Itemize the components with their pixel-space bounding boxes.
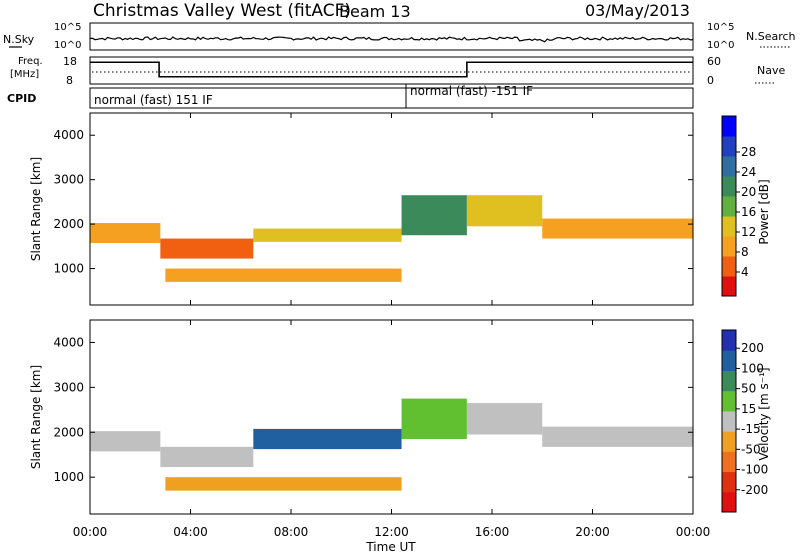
x-tick-label: 00:00 bbox=[676, 525, 711, 539]
power-colorbar-swatch bbox=[722, 136, 736, 157]
beam-title: Beam 13 bbox=[339, 2, 411, 21]
vel-colorbar-swatch bbox=[722, 471, 736, 493]
vel-colorbar-swatch bbox=[722, 491, 736, 513]
vel-colorbar-tick-label: -200 bbox=[741, 483, 768, 497]
power-ytick-label: 2000 bbox=[53, 217, 84, 231]
nave-tick-bottom: 0 bbox=[707, 74, 714, 87]
power-colorbar-swatch bbox=[722, 216, 736, 237]
power-colorbar-tick-label: 24 bbox=[741, 165, 756, 179]
nave-tick-top: 60 bbox=[707, 55, 721, 68]
nsearch-label: N.Search bbox=[746, 30, 796, 43]
power-band-2 bbox=[253, 228, 402, 242]
power-colorbar-tick-label: 20 bbox=[741, 185, 756, 199]
cpid-panel: CPID normal (fast) 151 IF normal (fast) … bbox=[7, 84, 694, 109]
power-heatmap-panel: 1000 2000 3000 4000 Slant Range [km] bbox=[29, 112, 694, 306]
nave-label: Nave bbox=[757, 64, 785, 77]
power-ytick-label: 3000 bbox=[53, 173, 84, 187]
power-colorbar: 4 8 12 16 20 24 28 Power [dB] bbox=[721, 115, 771, 297]
vel-ytick-label: 1000 bbox=[53, 470, 84, 484]
nsearch-tick-top: 10^5 bbox=[707, 22, 734, 33]
cpid-segment-2: normal (fast) -151 IF bbox=[410, 84, 533, 98]
power-colorbar-swatch bbox=[722, 276, 736, 297]
x-axis-label: Time UT bbox=[365, 540, 416, 554]
vel-colorbar-swatch bbox=[722, 431, 736, 452]
x-tick-label: 20:00 bbox=[575, 525, 610, 539]
x-tick-label: 04:00 bbox=[173, 525, 208, 539]
vel-colorbar-tick-label: 50 bbox=[741, 382, 756, 396]
power-colorbar-tick-label: 16 bbox=[741, 205, 756, 219]
vel-colorbar-tick-label: 200 bbox=[741, 341, 764, 355]
cpid-segment-1: normal (fast) 151 IF bbox=[94, 93, 213, 107]
power-colorbar-tick-label: 28 bbox=[741, 145, 756, 159]
vel-band-1 bbox=[160, 446, 254, 468]
vel-band-6 bbox=[542, 426, 693, 447]
power-band-1 bbox=[160, 238, 254, 259]
freq-tick-top: 18 bbox=[63, 55, 77, 68]
station-title: Christmas Valley West (fitACF) bbox=[93, 1, 351, 21]
freq-label-2: [MHz] bbox=[10, 69, 39, 80]
nsearch-tick-bottom: 10^0 bbox=[707, 40, 734, 51]
velocity-colorbar-label: Velocity [m s⁻¹] bbox=[757, 367, 771, 460]
power-band-4 bbox=[401, 195, 467, 236]
power-ylabel: Slant Range [km] bbox=[29, 157, 43, 261]
vel-ytick-label: 2000 bbox=[53, 425, 84, 439]
cpid-label: CPID bbox=[7, 92, 36, 105]
vel-colorbar-tick-label: 15 bbox=[741, 402, 756, 416]
vel-ytick-label: 4000 bbox=[53, 335, 84, 349]
power-colorbar-tick-label: 8 bbox=[741, 245, 749, 259]
velocity-heatmap-panel: 1000 2000 3000 4000 Slant Range [km] bbox=[29, 319, 694, 515]
power-colorbar-swatch bbox=[722, 176, 736, 197]
x-tick-label: 16:00 bbox=[475, 525, 510, 539]
freq-label-1: Freq. bbox=[18, 56, 43, 67]
vel-band-0 bbox=[90, 431, 161, 452]
vel-band-2 bbox=[253, 428, 402, 450]
power-colorbar-swatch bbox=[722, 116, 736, 137]
power-band-5 bbox=[466, 195, 543, 227]
power-colorbar-swatch bbox=[722, 196, 736, 217]
power-ytick-label: 4000 bbox=[53, 128, 84, 142]
power-band-0 bbox=[90, 223, 161, 243]
date-title: 03/May/2013 bbox=[585, 1, 690, 20]
velocity-colorbar: 200 100 50 15 -15 -50 -100 -200 Velocity [m s⁻¹… bbox=[721, 329, 771, 513]
freq-tick-bottom: 8 bbox=[66, 74, 73, 87]
power-colorbar-swatch bbox=[722, 236, 736, 257]
vel-ytick-label: 3000 bbox=[53, 380, 84, 394]
velocity-ylabel: Slant Range [km] bbox=[29, 365, 43, 469]
x-tick-label: 00:00 bbox=[73, 525, 108, 539]
power-colorbar-label: Power [dB] bbox=[757, 179, 771, 244]
vel-colorbar-swatch bbox=[722, 390, 736, 412]
nsky-label: N.Sky bbox=[3, 33, 35, 46]
power-colorbar-frame bbox=[721, 115, 737, 297]
vel-colorbar-swatch bbox=[722, 330, 736, 351]
vel-colorbar-tick-label: 100 bbox=[741, 361, 764, 375]
vel-colorbar-tick-label: -50 bbox=[741, 442, 761, 456]
vel-band-3 bbox=[165, 477, 402, 491]
power-band-6 bbox=[542, 218, 693, 239]
vel-colorbar-tick-label: -15 bbox=[741, 422, 761, 436]
vel-colorbar-swatch bbox=[722, 350, 736, 371]
nsky-trace bbox=[89, 36, 694, 43]
x-tick-label: 08:00 bbox=[274, 525, 309, 539]
vel-colorbar-swatch bbox=[722, 370, 736, 392]
vel-colorbar-tick-label: -100 bbox=[741, 463, 768, 477]
power-colorbar-tick-label: 4 bbox=[741, 265, 749, 279]
nsky-tick-top: 10^5 bbox=[54, 22, 81, 33]
vel-colorbar-swatch bbox=[722, 451, 736, 473]
power-colorbar-swatch bbox=[722, 256, 736, 277]
vel-colorbar-frame bbox=[721, 329, 737, 513]
nsky-panel: N.Sky 10^5 10^0 10^5 10^0 N.Search bbox=[3, 22, 796, 51]
freq-trace bbox=[90, 61, 693, 78]
vel-band-5 bbox=[466, 403, 543, 435]
nsky-tick-bottom: 10^0 bbox=[54, 40, 81, 51]
power-band-3 bbox=[165, 268, 402, 282]
x-tick-label: 12:00 bbox=[374, 525, 409, 539]
freq-panel: Freq. [MHz] 18 8 60 0 Nave bbox=[10, 55, 785, 87]
vel-band-4 bbox=[401, 398, 467, 440]
vel-colorbar-swatch bbox=[722, 410, 736, 432]
power-ytick-label: 1000 bbox=[53, 262, 84, 276]
power-colorbar-swatch bbox=[722, 156, 736, 177]
power-colorbar-tick-label: 12 bbox=[741, 225, 756, 239]
